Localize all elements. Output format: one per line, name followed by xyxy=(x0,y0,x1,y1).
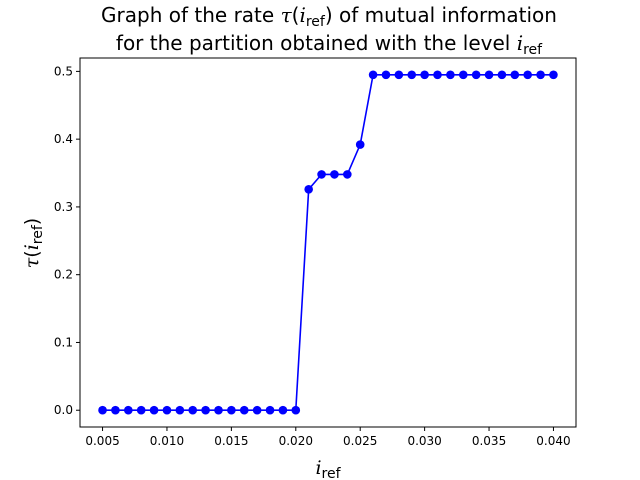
data-point xyxy=(227,405,236,415)
y-tick-label: 0.2 xyxy=(54,268,73,282)
data-point xyxy=(458,70,468,80)
data-point xyxy=(407,70,417,80)
y-tick-label: 0.4 xyxy=(54,132,73,146)
data-point xyxy=(317,170,326,179)
data-point xyxy=(471,70,481,80)
data-point xyxy=(304,185,313,194)
data-point xyxy=(136,405,146,415)
y-tick-label: 0.1 xyxy=(54,335,73,349)
chart-title-line-1: Graph of the rate τ(iref) of mutual info… xyxy=(101,3,557,30)
series-points xyxy=(98,70,558,415)
data-point xyxy=(484,70,494,80)
data-point xyxy=(368,70,378,80)
y-axis: 0.0 0.1 0.2 0.3 0.4 0.5 xyxy=(54,64,80,417)
data-point xyxy=(523,70,532,80)
data-point xyxy=(420,70,429,80)
y-axis-label: τ(iref) xyxy=(21,218,46,268)
data-point xyxy=(497,70,507,80)
y-tick-label: 0.0 xyxy=(54,403,73,417)
data-point xyxy=(446,70,455,80)
data-point xyxy=(549,70,558,80)
data-point xyxy=(330,170,339,179)
data-point xyxy=(278,405,288,415)
x-tick-label: 0.020 xyxy=(279,434,313,448)
data-point xyxy=(98,405,107,415)
plot-area xyxy=(79,57,577,428)
x-tick-label: 0.025 xyxy=(343,434,377,448)
x-tick-label: 0.015 xyxy=(214,434,248,448)
data-point xyxy=(252,405,262,415)
data-point xyxy=(214,405,223,415)
chart-title-line-2: for the partition obtained with the leve… xyxy=(116,31,543,58)
data-point xyxy=(111,405,120,415)
data-point xyxy=(188,405,198,415)
data-point xyxy=(162,405,172,415)
y-tick-label: 0.5 xyxy=(54,64,73,78)
data-point xyxy=(201,405,210,415)
data-point xyxy=(291,405,301,415)
data-point xyxy=(149,405,159,415)
x-tick-label: 0.040 xyxy=(536,434,570,448)
data-point xyxy=(124,405,133,415)
data-point xyxy=(343,170,352,179)
y-tick-label: 0.3 xyxy=(54,200,73,214)
x-tick-label: 0.010 xyxy=(150,434,184,448)
x-tick-label: 0.030 xyxy=(407,434,441,448)
x-tick-label: 0.005 xyxy=(85,434,119,448)
data-point xyxy=(381,70,391,80)
x-axis: 0.005 0.010 0.015 0.020 0.025 0.030 0.035 0.040 xyxy=(85,427,571,448)
series-line xyxy=(102,73,554,412)
data-point xyxy=(265,405,275,415)
data-point xyxy=(536,70,545,80)
data-point xyxy=(355,140,365,149)
data-point xyxy=(239,405,249,415)
x-axis-label: iref xyxy=(315,457,341,480)
data-point xyxy=(433,70,442,80)
x-tick-label: 0.035 xyxy=(472,434,506,448)
data-point xyxy=(510,70,520,80)
data-point xyxy=(175,405,185,415)
data-point xyxy=(394,70,404,80)
